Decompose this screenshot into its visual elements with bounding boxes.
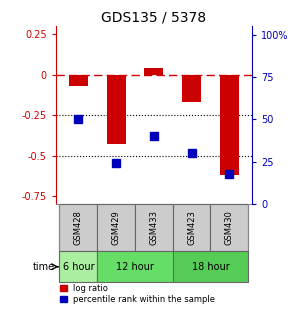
Bar	[182, 75, 201, 102]
Bar	[210, 204, 248, 251]
Text: GSM429: GSM429	[112, 210, 121, 245]
Bar	[107, 75, 125, 144]
Title: GDS135 / 5378: GDS135 / 5378	[101, 11, 206, 25]
Text: GSM428: GSM428	[74, 210, 83, 245]
Bar	[97, 204, 135, 251]
Bar	[173, 204, 210, 251]
Text: GSM430: GSM430	[225, 210, 234, 245]
Bar	[173, 251, 248, 282]
Text: 6 hour: 6 hour	[62, 262, 94, 272]
Bar	[59, 251, 97, 282]
Text: 12 hour: 12 hour	[116, 262, 154, 272]
Text: GSM433: GSM433	[149, 210, 158, 245]
Bar	[220, 75, 239, 175]
Text: time: time	[33, 262, 55, 272]
Text: GSM423: GSM423	[187, 210, 196, 245]
Bar	[135, 204, 173, 251]
Bar	[59, 204, 97, 251]
Text: 18 hour: 18 hour	[192, 262, 229, 272]
Legend: log ratio, percentile rank within the sample: log ratio, percentile rank within the sa…	[60, 284, 215, 304]
Bar	[69, 75, 88, 86]
Bar	[97, 251, 173, 282]
Bar	[144, 68, 163, 75]
